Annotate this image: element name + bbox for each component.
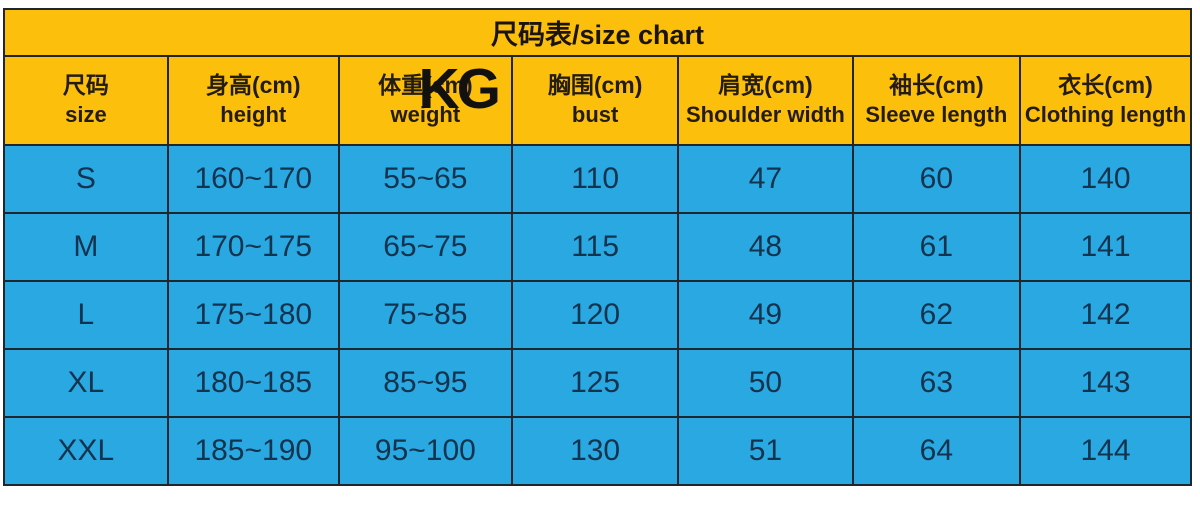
row-xxl: XXL 185~190 95~100 130 51 64 144	[3, 416, 1192, 486]
col-header-height: 身高(cm) height	[166, 55, 340, 146]
cell-size: L	[3, 280, 169, 350]
col-header-clothing-length-cn: 衣长(cm)	[1058, 72, 1153, 99]
cell-weight: 65~75	[337, 212, 514, 282]
cell-sleeve: 62	[851, 280, 1022, 350]
col-header-bust: 胸围(cm) bust	[511, 55, 680, 146]
chart-title: 尺码表/size chart	[3, 8, 1192, 57]
cell-size: S	[3, 144, 169, 214]
row-m: M 170~175 65~75 115 48 61 141	[3, 212, 1192, 282]
col-header-size-en: size	[65, 102, 107, 128]
col-header-sleeve-cn: 袖长(cm)	[889, 72, 984, 99]
cell-height: 160~170	[166, 144, 340, 214]
cell-size: XL	[3, 348, 169, 418]
col-header-bust-cn: 胸围(cm)	[547, 72, 643, 99]
cell-height: 180~185	[166, 348, 340, 418]
cell-weight: 95~100	[337, 416, 514, 486]
cell-clothing-length: 140	[1019, 144, 1192, 214]
cell-shoulder: 51	[677, 416, 854, 486]
cell-bust: 125	[511, 348, 680, 418]
cell-height: 185~190	[166, 416, 340, 486]
cell-bust: 115	[511, 212, 680, 282]
column-header-row: 尺码 size 身高(cm) height KG 体重(cm) weight 胸…	[3, 55, 1192, 146]
cell-bust: 110	[511, 144, 680, 214]
cell-bust: 130	[511, 416, 680, 486]
row-xl: XL 180~185 85~95 125 50 63 143	[3, 348, 1192, 418]
col-header-height-cn: 身高(cm)	[205, 72, 301, 99]
col-header-size: 尺码 size	[3, 55, 169, 146]
cell-sleeve: 63	[851, 348, 1022, 418]
cell-clothing-length: 143	[1019, 348, 1192, 418]
cell-shoulder: 49	[677, 280, 854, 350]
cell-weight: 75~85	[337, 280, 514, 350]
row-l: L 175~180 75~85 120 49 62 142	[3, 280, 1192, 350]
cell-clothing-length: 144	[1019, 416, 1192, 486]
cell-size: XXL	[3, 416, 169, 486]
cell-height: 170~175	[166, 212, 340, 282]
cell-height: 175~180	[166, 280, 340, 350]
col-header-clothing-length-en: Clothing length	[1024, 102, 1187, 128]
cell-clothing-length: 141	[1019, 212, 1192, 282]
col-header-bust-en: bust	[571, 102, 619, 128]
col-header-height-en: height	[220, 102, 287, 128]
cell-bust: 120	[511, 280, 680, 350]
row-s: S 160~170 55~65 110 47 60 140	[3, 144, 1192, 214]
cell-shoulder: 50	[677, 348, 854, 418]
col-header-weight-en: weight	[390, 102, 461, 128]
cell-sleeve: 61	[851, 212, 1022, 282]
col-header-shoulder-cn: 肩宽(cm)	[718, 72, 813, 99]
col-header-size-cn: 尺码	[62, 72, 109, 99]
cell-weight: 55~65	[337, 144, 514, 214]
cell-shoulder: 48	[677, 212, 854, 282]
kg-overlay-text: KG	[418, 57, 501, 121]
cell-shoulder: 47	[677, 144, 854, 214]
chart-title-row: 尺码表/size chart	[3, 8, 1192, 57]
col-header-sleeve-en: Sleeve length	[865, 102, 1008, 128]
cell-weight: 85~95	[337, 348, 514, 418]
size-chart-table: 尺码表/size chart 尺码 size 身高(cm) height KG …	[3, 8, 1192, 486]
col-header-weight: KG 体重(cm) weight	[337, 55, 514, 146]
cell-sleeve: 60	[851, 144, 1022, 214]
col-header-shoulder: 肩宽(cm) Shoulder width	[677, 55, 854, 146]
col-header-clothing-length: 衣长(cm) Clothing length	[1019, 55, 1192, 146]
col-header-weight-cn: 体重(cm)	[378, 72, 473, 99]
cell-size: M	[3, 212, 169, 282]
cell-sleeve: 64	[851, 416, 1022, 486]
cell-clothing-length: 142	[1019, 280, 1192, 350]
col-header-sleeve: 袖长(cm) Sleeve length	[851, 55, 1022, 146]
col-header-shoulder-en: Shoulder width	[685, 102, 845, 128]
